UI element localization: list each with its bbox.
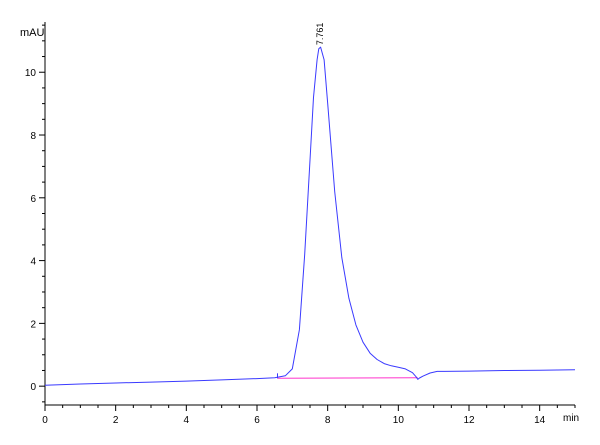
chromatogram-trace — [44, 46, 576, 386]
integration-baseline — [277, 377, 418, 379]
peak-label: 7.761 — [315, 23, 325, 46]
x-tick-label: 2 — [113, 415, 119, 426]
annotations: 7.761 — [315, 23, 325, 46]
y-tick-label: 8 — [30, 131, 36, 142]
x-tick-label: 0 — [42, 415, 48, 426]
y-tick-label: 0 — [30, 382, 36, 393]
y-tick-label: 2 — [30, 319, 36, 330]
x-tick-label: 8 — [325, 415, 331, 426]
x-axis-label: min — [563, 413, 579, 424]
y-tick-label: 4 — [30, 257, 36, 268]
x-tick-label: 10 — [393, 415, 405, 426]
y-tick-label: 10 — [25, 68, 37, 79]
y-axis-label: mAU — [20, 27, 45, 39]
x-tick-label: 4 — [184, 415, 190, 426]
x-tick-label: 6 — [254, 415, 260, 426]
axes — [44, 22, 575, 406]
x-tick-label: 12 — [463, 415, 475, 426]
y-tick-label: 6 — [30, 194, 36, 205]
labels: mAU min — [20, 27, 579, 424]
series — [44, 46, 576, 386]
ticks: 0 2 4 6 8 10 12 14 0 2 4 6 8 10 — [25, 24, 576, 426]
x-tick-label: 14 — [534, 415, 546, 426]
